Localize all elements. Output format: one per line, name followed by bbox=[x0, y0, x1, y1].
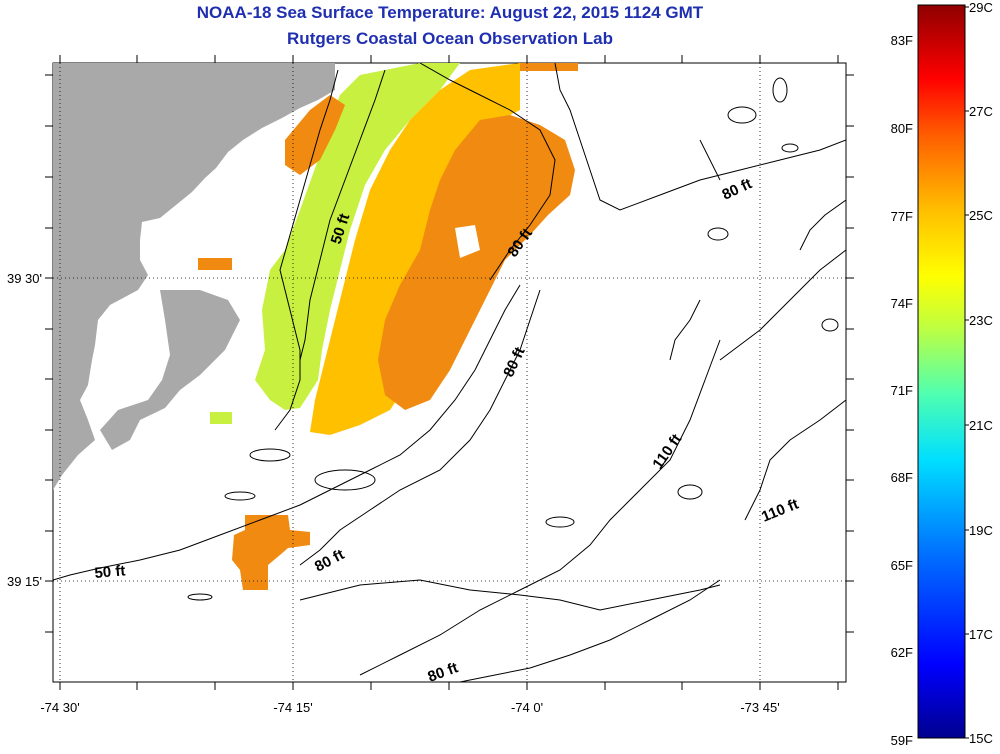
colorbar-labels: 83F 80F 77F 74F 71F 68F 65F 62F 59F 29C 27C 25C 23C 2… bbox=[891, 0, 993, 748]
colorbar-celsius-label: 23C bbox=[969, 313, 993, 328]
sst-warm-south-patch bbox=[232, 515, 310, 590]
map-title: NOAA-18 Sea Surface Temperature: August … bbox=[196, 3, 704, 22]
colorbar-fahrenheit-label: 62F bbox=[891, 645, 913, 660]
colorbar-fahrenheit-label: 68F bbox=[891, 470, 913, 485]
colorbar-fahrenheit-label: 80F bbox=[891, 121, 913, 136]
sst-warm-edge bbox=[520, 63, 578, 71]
bathymetry-contours bbox=[53, 63, 846, 682]
colorbar-celsius-label: 27C bbox=[969, 104, 993, 119]
graticule bbox=[53, 63, 846, 682]
contour-label-50ft-b: 50 ft bbox=[94, 562, 126, 582]
sst-warm-north bbox=[285, 95, 345, 175]
colorbar-fahrenheit-label: 74F bbox=[891, 296, 913, 311]
colorbar-celsius-label: 29C bbox=[969, 0, 993, 15]
colorbar-celsius-label: 21C bbox=[969, 418, 993, 433]
land-cape-may bbox=[100, 290, 240, 450]
lon-tick-label: -74 15' bbox=[273, 700, 312, 715]
lat-tick-label: 39 30' bbox=[7, 271, 42, 286]
colorbar-fahrenheit-label: 59F bbox=[891, 733, 913, 748]
colorbar-fahrenheit-label: 83F bbox=[891, 33, 913, 48]
colorbar-fahrenheit-label: 77F bbox=[891, 209, 913, 224]
lon-tick-label: -73 45' bbox=[740, 700, 779, 715]
land-new-jersey bbox=[53, 63, 335, 490]
lon-tick-label: -74 30' bbox=[40, 700, 79, 715]
cloud-gap bbox=[455, 225, 480, 258]
sst-warm-core bbox=[378, 115, 575, 410]
colorbar bbox=[917, 4, 966, 739]
map-subtitle: Rutgers Coastal Ocean Observation Lab bbox=[287, 29, 613, 48]
axis-ticks bbox=[45, 55, 854, 690]
sst-cool-pixel bbox=[210, 412, 232, 424]
colorbar-celsius-label: 19C bbox=[969, 523, 993, 538]
colorbar-celsius-label: 25C bbox=[969, 208, 993, 223]
sst-warm-pixel bbox=[198, 258, 232, 270]
colorbar-fahrenheit-label: 71F bbox=[891, 383, 913, 398]
lon-tick-label: -74 0' bbox=[511, 700, 543, 715]
colorbar-celsius-label: 15C bbox=[969, 731, 993, 746]
colorbar-fahrenheit-label: 65F bbox=[891, 558, 913, 573]
sst-cool-band bbox=[255, 63, 460, 410]
colorbar-celsius-label: 17C bbox=[969, 627, 993, 642]
lat-tick-label: 39 15' bbox=[7, 574, 42, 589]
